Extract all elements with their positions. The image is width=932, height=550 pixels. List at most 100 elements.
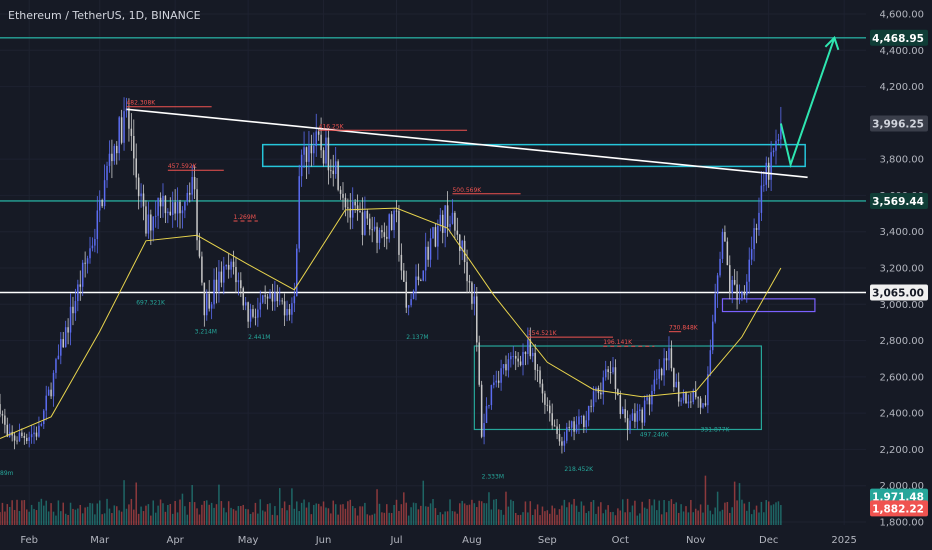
candle-body [69, 306, 72, 333]
candle-body [741, 292, 743, 299]
volume-bar [626, 498, 629, 525]
candle-body [322, 150, 325, 164]
volume-bar [33, 508, 35, 525]
candle-body [35, 432, 38, 437]
volume-annotation: 2.441M [248, 334, 270, 341]
candle-body [461, 240, 463, 251]
candle-body [682, 392, 685, 401]
candle-body [707, 374, 709, 406]
volume-bar [729, 512, 731, 525]
volume-annotation: 730.848K [669, 325, 699, 332]
volume-bar [578, 511, 580, 525]
candle-body [519, 361, 522, 366]
candle-body [578, 416, 580, 425]
candle-body [371, 229, 373, 231]
candle-body [57, 355, 60, 360]
volume-bar [621, 499, 624, 525]
symbol-title[interactable]: Ethereum / TetherUS, 1D, BINANCE [8, 9, 201, 22]
volume-bar [641, 501, 643, 525]
candle-body [81, 262, 84, 287]
volume-bar [383, 512, 386, 525]
candle-body [21, 432, 23, 437]
candle-body [675, 381, 678, 388]
volume-bar [386, 504, 388, 525]
candle-body [145, 206, 147, 234]
volume-bar [502, 514, 505, 525]
candle-body [383, 232, 386, 237]
volume-bar [38, 501, 40, 525]
candle-body [478, 342, 480, 385]
volume-bar [223, 507, 225, 525]
volume-bar [162, 503, 164, 525]
candle-body [558, 433, 561, 442]
candle-body [235, 267, 237, 283]
volume-bar [437, 515, 439, 525]
volume-bar [225, 512, 227, 525]
candle-body [699, 398, 702, 408]
volume-bar [410, 507, 412, 525]
volume-bar [28, 511, 30, 525]
candle-body [767, 162, 770, 180]
volume-bar [135, 482, 137, 525]
candle-body [157, 197, 159, 216]
volume-bar [653, 499, 656, 525]
volume-bar [449, 499, 451, 525]
volume-bar [507, 506, 510, 525]
candle-body [694, 390, 697, 398]
volume-bar [711, 514, 714, 525]
candle-body [750, 249, 753, 260]
candle-body [758, 212, 760, 230]
volume-bar [174, 501, 176, 525]
price-axis[interactable]: 4,600.004,400.004,200.003,800.003,600.00… [870, 10, 928, 529]
volume-bar [18, 511, 21, 525]
candle-body [79, 284, 82, 287]
volume-bar [658, 500, 660, 525]
volume-bar [337, 514, 339, 525]
volume-bar [347, 501, 349, 525]
volume-bar [760, 501, 763, 525]
candle-body [541, 383, 544, 394]
volume-bar [201, 504, 203, 525]
candle-body [743, 292, 746, 296]
volume-bar [531, 514, 534, 525]
candle-body [412, 290, 415, 300]
candle-body [67, 327, 69, 333]
candle-body [208, 293, 210, 309]
volume-bar [288, 504, 291, 525]
candle-body [271, 293, 274, 302]
volume-bar [6, 504, 9, 525]
time-axis[interactable]: Feb Mar Apr May Jun Jul Aug Sep Oct Nov Dec 2025 [0, 527, 932, 550]
volume-annotation: 497.246K [640, 432, 670, 439]
volume-bar [16, 499, 18, 525]
candle-body [223, 266, 225, 283]
volume-bar [72, 508, 74, 525]
candle-body [193, 176, 196, 190]
volume-bar [493, 499, 495, 525]
volume-bar [417, 509, 420, 525]
volume-bar [237, 506, 240, 525]
candle-body [493, 382, 495, 386]
volume-bar [570, 504, 573, 525]
price-tick-label: 2,000.00 [879, 481, 924, 492]
volume-bar [429, 503, 432, 525]
volume-bar [81, 513, 84, 525]
candle-body [225, 264, 227, 267]
candle-body [291, 303, 293, 315]
candle-body [716, 275, 719, 295]
candle-body [210, 304, 213, 309]
volume-bar [320, 506, 322, 525]
candle-body [522, 352, 524, 366]
price-tick-label: 3,200.00 [879, 264, 924, 275]
candle-body [585, 420, 588, 428]
candle-body [1, 414, 4, 416]
candle-body [103, 180, 106, 207]
volume-bar [133, 509, 135, 525]
volume-bar [47, 511, 50, 525]
volume-bar [283, 501, 286, 525]
volume-bar [252, 512, 254, 525]
candle-body [687, 401, 690, 404]
candle-body [106, 165, 108, 181]
volume-bar [544, 511, 546, 525]
volume-bar [188, 501, 191, 525]
